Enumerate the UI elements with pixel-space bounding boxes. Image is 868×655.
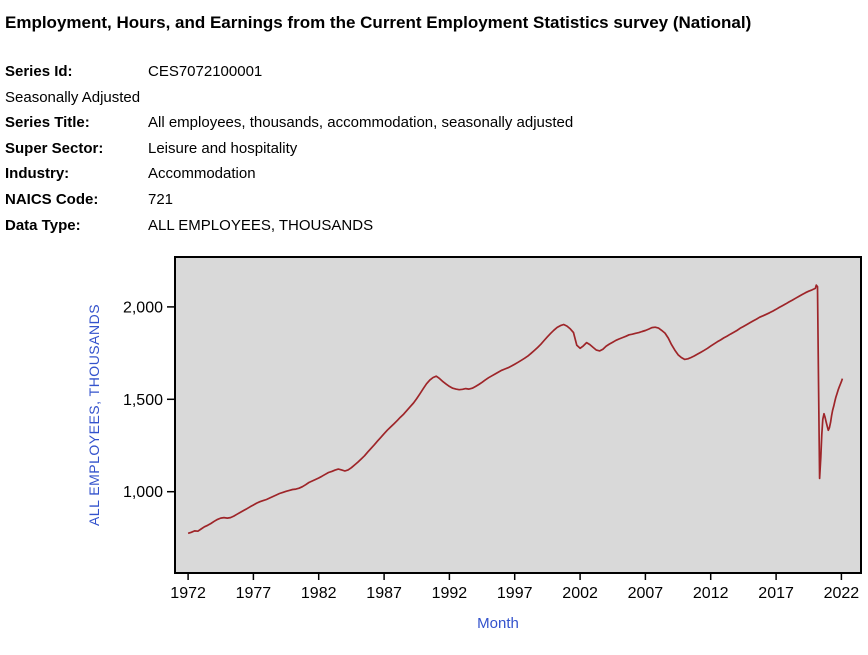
employment-chart-svg: 1,000 1,500 2,000 1972 1977 1982 1987 1992 1997 2… bbox=[86, 256, 862, 632]
naics-code-label: NAICS Code: bbox=[5, 190, 99, 208]
plot-area bbox=[174, 256, 862, 575]
y-tick-label: 2,000 bbox=[123, 300, 163, 317]
meta-row-naics-code: NAICS Code: 721 bbox=[5, 187, 864, 213]
page-title: Employment, Hours, and Earnings from the… bbox=[5, 13, 752, 32]
data-type-value: ALL EMPLOYEES, THOUSANDS bbox=[148, 216, 374, 234]
meta-row-super-sector: Super Sector: Leisure and hospitality bbox=[5, 136, 864, 162]
employment-chart: 1,000 1,500 2,000 1972 1977 1982 1987 1992 1997 2… bbox=[85, 250, 868, 645]
x-tick-label: 1977 bbox=[236, 585, 272, 602]
x-tick-label: 1972 bbox=[170, 585, 206, 602]
x-tick-label: 2007 bbox=[628, 585, 664, 602]
x-tick-label: 2022 bbox=[824, 585, 860, 602]
y-axis-label: ALL EMPLOYEES, THOUSANDS bbox=[86, 304, 102, 526]
industry-value: Accommodation bbox=[148, 165, 256, 183]
series-title-label: Series Title: bbox=[5, 114, 90, 132]
meta-row-series-id: Series Id: CES7072100001 bbox=[5, 59, 864, 85]
x-tick-label: 2002 bbox=[562, 585, 598, 602]
meta-row-data-type: Data Type: ALL EMPLOYEES, THOUSANDS bbox=[5, 213, 864, 239]
series-id-label: Series Id: bbox=[5, 63, 73, 80]
x-axis-label: Month bbox=[477, 615, 519, 632]
naics-code-value: 721 bbox=[148, 190, 174, 208]
x-tick-label: 1997 bbox=[497, 585, 533, 602]
series-id-value: CES7072100001 bbox=[148, 63, 263, 80]
seasonal-adjustment-note: Seasonally Adjusted bbox=[5, 88, 141, 106]
x-tick-label: 2017 bbox=[758, 585, 794, 602]
y-tick-label: 1,000 bbox=[123, 484, 163, 501]
x-tick-label: 1992 bbox=[432, 585, 468, 602]
x-tick-label: 1987 bbox=[366, 585, 402, 602]
super-sector-label: Super Sector: bbox=[5, 139, 104, 157]
super-sector-value: Leisure and hospitality bbox=[148, 139, 298, 157]
x-tick-label: 2012 bbox=[693, 585, 729, 602]
data-type-label: Data Type: bbox=[5, 216, 81, 234]
meta-row-series-title: Series Title: All employees, thousands, … bbox=[5, 110, 864, 136]
series-metadata: Series Id: CES7072100001 Seasonally Adju… bbox=[5, 59, 864, 238]
data-line bbox=[187, 284, 844, 535]
y-tick-label: 1,500 bbox=[123, 392, 163, 409]
meta-row-industry: Industry: Accommodation bbox=[5, 161, 864, 187]
meta-row-seasonal: Seasonally Adjusted bbox=[5, 85, 864, 111]
series-title-value: All employees, thousands, accommodation,… bbox=[148, 114, 574, 132]
industry-label: Industry: bbox=[5, 165, 70, 183]
x-tick-label: 1982 bbox=[301, 585, 337, 602]
